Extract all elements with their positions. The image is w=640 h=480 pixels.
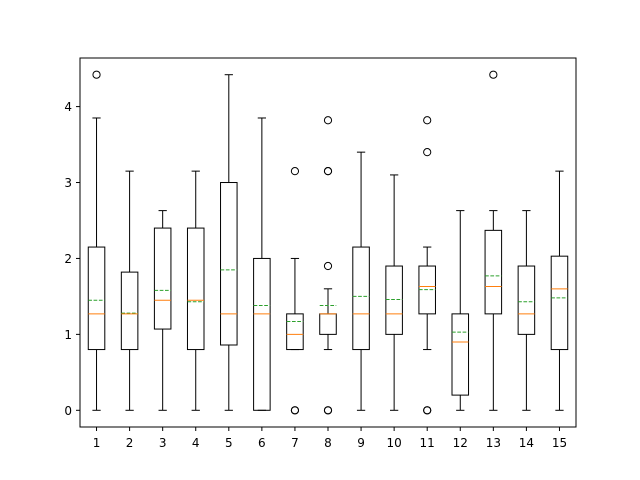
x-tick-label: 8 <box>324 436 332 450</box>
outlier-point <box>323 406 333 415</box>
outlier-point <box>423 148 432 157</box>
x-tick-label: 9 <box>357 436 365 450</box>
x-tick-label: 13 <box>486 436 501 450</box>
box-group-1 <box>87 70 106 411</box>
iqr-box <box>385 265 403 335</box>
x-tick-label: 2 <box>126 436 134 450</box>
iqr-box <box>253 257 271 411</box>
outlier-point <box>423 406 432 415</box>
box-group-10 <box>385 174 403 411</box>
box-group-11 <box>418 116 436 415</box>
iqr-box <box>517 265 536 335</box>
box-group-12 <box>451 210 470 411</box>
x-tick-label: 11 <box>420 436 435 450</box>
outlier-point <box>323 261 333 271</box>
x-tick-label: 10 <box>386 436 401 450</box>
outlier-point <box>92 70 101 79</box>
box-group-4 <box>186 170 205 411</box>
y-tick-label: 1 <box>64 328 72 342</box>
iqr-box <box>87 246 106 351</box>
outlier-point <box>423 116 432 125</box>
plot-area <box>87 70 569 415</box>
outlier-point <box>323 116 333 125</box>
iqr-box <box>550 255 569 351</box>
x-tick-label: 14 <box>519 436 534 450</box>
x-tick-label: 7 <box>291 436 299 450</box>
iqr-box <box>484 229 503 315</box>
iqr-box <box>153 227 172 330</box>
box-group-14 <box>517 210 536 411</box>
y-tick-label: 3 <box>64 176 72 190</box>
box-group-6 <box>253 117 271 411</box>
iqr-box <box>451 313 470 396</box>
box-group-3 <box>153 210 172 411</box>
iqr-box <box>120 271 139 351</box>
box-group-15 <box>550 170 569 411</box>
box-group-13 <box>484 70 503 411</box>
x-tick-label: 3 <box>159 436 167 450</box>
x-tick-label: 15 <box>552 436 567 450</box>
box-group-5 <box>220 74 238 411</box>
outlier-point <box>489 70 498 79</box>
box-group-8 <box>319 116 337 415</box>
y-tick-label: 4 <box>64 100 72 114</box>
x-tick-label: 4 <box>192 436 200 450</box>
x-tick-label: 1 <box>93 436 101 450</box>
x-tick-label: 6 <box>258 436 266 450</box>
box-group-2 <box>120 170 139 411</box>
iqr-box <box>286 313 304 351</box>
x-tick-label: 5 <box>225 436 233 450</box>
box-group-9 <box>352 151 370 411</box>
iqr-box <box>186 227 205 351</box>
box-group-7 <box>286 167 304 415</box>
y-tick-label: 2 <box>64 252 72 266</box>
x-tick-label: 12 <box>453 436 468 450</box>
outlier-point <box>290 167 300 176</box>
iqr-box <box>352 246 370 351</box>
iqr-box <box>220 182 238 346</box>
outlier-point <box>290 406 300 415</box>
y-tick-label: 0 <box>64 404 72 418</box>
outlier-point <box>323 167 333 176</box>
